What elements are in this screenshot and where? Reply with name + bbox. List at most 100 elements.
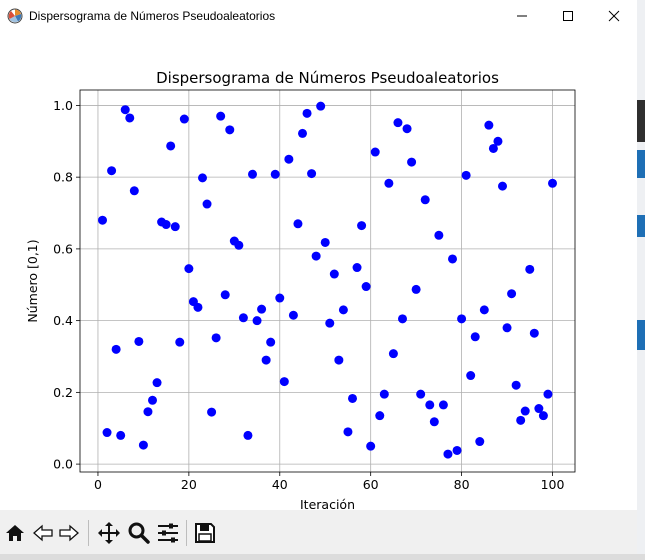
y-tick-label: 0.8 xyxy=(53,170,73,185)
data-point xyxy=(325,318,335,328)
data-point xyxy=(143,407,153,417)
data-point xyxy=(175,337,185,347)
data-point xyxy=(211,333,221,343)
data-point xyxy=(220,290,230,300)
back-button[interactable] xyxy=(30,520,56,546)
data-point xyxy=(98,215,107,225)
data-point xyxy=(266,337,276,347)
data-point xyxy=(366,441,376,451)
data-point xyxy=(534,404,544,414)
navigation-toolbar xyxy=(0,510,637,554)
toolbar-separator xyxy=(186,520,187,546)
close-button[interactable] xyxy=(591,0,637,32)
y-tick-label: 0.4 xyxy=(53,313,73,328)
x-tick-label: 80 xyxy=(454,477,470,492)
scatter-chart: 0 20 40 60 80 100 0.0 0.2 0.4 0.6 0.8 1.0 Dispersogr… xyxy=(25,69,576,510)
matplotlib-app-icon xyxy=(7,8,23,24)
data-point xyxy=(238,313,248,323)
data-point xyxy=(452,445,462,455)
data-point xyxy=(298,128,307,138)
data-point xyxy=(370,147,380,157)
data-point xyxy=(525,264,535,274)
y-tick-label: 0.2 xyxy=(53,385,73,400)
home-icon xyxy=(6,525,24,541)
data-point xyxy=(275,293,285,303)
data-point xyxy=(343,427,353,437)
y-axis-label: Número [0,1) xyxy=(25,239,40,322)
data-point xyxy=(302,108,312,118)
data-point xyxy=(411,284,421,294)
zoom-button[interactable] xyxy=(126,520,152,546)
x-axis-label: Iteración xyxy=(300,497,355,510)
data-point xyxy=(116,430,126,440)
data-point xyxy=(138,440,148,450)
data-point xyxy=(134,336,144,346)
data-point xyxy=(329,269,339,279)
figure-canvas[interactable]: 0 20 40 60 80 100 0.0 0.2 0.4 0.6 0.8 1.0 Dispersogr… xyxy=(0,32,637,510)
plot-frame xyxy=(79,89,576,473)
data-point xyxy=(479,305,489,315)
data-point xyxy=(234,240,244,250)
data-point xyxy=(243,430,253,440)
data-point xyxy=(198,173,207,183)
data-point xyxy=(457,314,467,324)
data-point xyxy=(375,411,385,421)
save-button[interactable] xyxy=(192,520,218,546)
data-point xyxy=(334,355,344,365)
data-point xyxy=(529,328,539,338)
data-point xyxy=(293,219,303,229)
data-point xyxy=(502,323,512,333)
data-point xyxy=(102,428,112,438)
toolbar-separator xyxy=(88,520,89,546)
data-point xyxy=(257,304,267,314)
configure-subplots-icon xyxy=(158,523,178,543)
data-point xyxy=(443,449,453,459)
data-point xyxy=(388,349,398,359)
maximize-button[interactable] xyxy=(545,0,591,32)
data-point xyxy=(170,222,180,232)
data-point xyxy=(434,230,444,240)
background-window-edge xyxy=(637,0,645,560)
data-point xyxy=(316,101,326,111)
data-point xyxy=(543,389,553,399)
data-point xyxy=(516,415,526,425)
data-point xyxy=(284,154,294,164)
data-point xyxy=(484,120,494,130)
data-point xyxy=(488,143,498,153)
forward-button[interactable] xyxy=(56,520,82,546)
data-point xyxy=(361,282,371,292)
data-point xyxy=(152,378,162,388)
data-point xyxy=(338,305,348,315)
data-point xyxy=(511,380,521,390)
data-point xyxy=(261,355,271,365)
title-bar[interactable]: Dispersograma de Números Pseudoaleatorio… xyxy=(0,0,637,32)
chart-title: Dispersograma de Números Pseudoaleatorio… xyxy=(156,69,499,87)
home-button[interactable] xyxy=(2,520,28,546)
pan-move-icon xyxy=(98,522,120,544)
data-point xyxy=(202,199,212,209)
minimize-button[interactable] xyxy=(499,0,545,32)
data-point xyxy=(507,289,517,299)
x-tick-label: 20 xyxy=(181,477,197,492)
data-point xyxy=(320,237,330,247)
data-point xyxy=(279,377,289,387)
maximize-icon xyxy=(563,11,573,21)
data-point xyxy=(398,314,407,324)
background-panel-blue xyxy=(637,215,645,237)
data-point xyxy=(225,125,235,135)
configure-subplots-button[interactable] xyxy=(155,520,181,546)
data-point xyxy=(348,393,357,403)
data-point xyxy=(402,124,412,134)
data-point xyxy=(248,169,257,179)
data-point xyxy=(470,332,480,342)
data-point xyxy=(393,118,403,128)
pan-button[interactable] xyxy=(96,520,122,546)
data-point xyxy=(416,389,426,399)
close-icon xyxy=(608,10,620,22)
data-point xyxy=(270,169,280,179)
data-point xyxy=(538,411,548,421)
background-panel-dark xyxy=(637,100,645,142)
data-point xyxy=(475,437,485,447)
data-point xyxy=(420,195,430,205)
